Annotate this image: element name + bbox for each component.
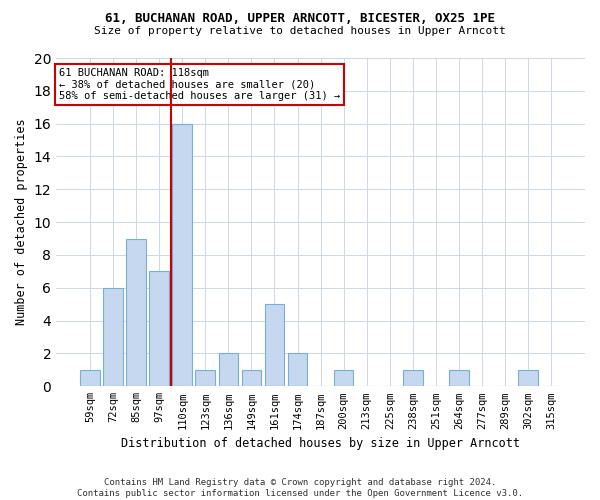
Text: 61 BUCHANAN ROAD: 118sqm
← 38% of detached houses are smaller (20)
58% of semi-d: 61 BUCHANAN ROAD: 118sqm ← 38% of detach…: [59, 68, 340, 101]
Bar: [334, 370, 353, 386]
Bar: [403, 370, 422, 386]
Bar: [196, 370, 215, 386]
Bar: [218, 354, 238, 386]
Y-axis label: Number of detached properties: Number of detached properties: [15, 119, 28, 326]
X-axis label: Distribution of detached houses by size in Upper Arncott: Distribution of detached houses by size …: [121, 437, 520, 450]
Text: Size of property relative to detached houses in Upper Arncott: Size of property relative to detached ho…: [94, 26, 506, 36]
Bar: [80, 370, 100, 386]
Bar: [149, 272, 169, 386]
Bar: [103, 288, 123, 386]
Text: 61, BUCHANAN ROAD, UPPER ARNCOTT, BICESTER, OX25 1PE: 61, BUCHANAN ROAD, UPPER ARNCOTT, BICEST…: [105, 12, 495, 26]
Bar: [265, 304, 284, 386]
Bar: [288, 354, 307, 386]
Bar: [127, 238, 146, 386]
Bar: [242, 370, 261, 386]
Bar: [518, 370, 538, 386]
Bar: [172, 124, 192, 386]
Bar: [449, 370, 469, 386]
Text: Contains HM Land Registry data © Crown copyright and database right 2024.
Contai: Contains HM Land Registry data © Crown c…: [77, 478, 523, 498]
